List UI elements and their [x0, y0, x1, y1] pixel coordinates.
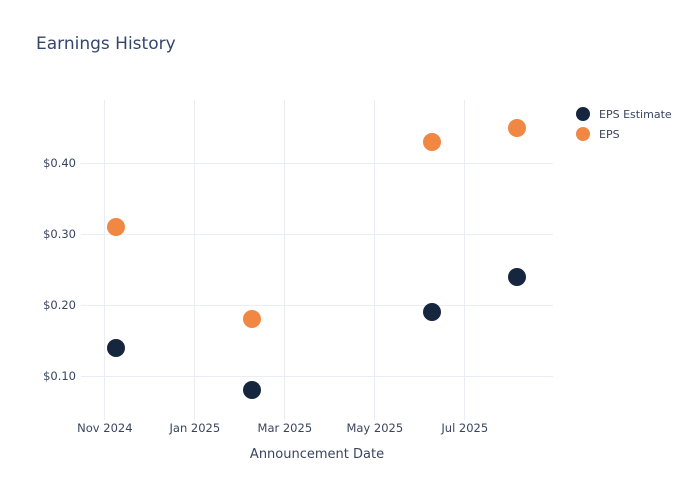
data-point-eps-estimate[interactable] [508, 267, 527, 286]
x-gridline [374, 100, 376, 420]
y-gridline [81, 375, 553, 377]
x-tick-label: Jan 2025 [169, 421, 221, 435]
legend-label: EPS [599, 127, 620, 141]
y-gridline [81, 162, 553, 164]
y-tick-label: $0.10 [43, 369, 76, 383]
legend-item-eps-estimate[interactable]: EPS Estimate [576, 104, 672, 124]
x-gridline [284, 100, 286, 420]
data-point-eps-estimate[interactable] [242, 381, 261, 400]
data-point-eps-estimate[interactable] [423, 303, 442, 322]
plot-area [81, 100, 553, 420]
x-tick-label: May 2025 [346, 421, 404, 435]
data-point-eps[interactable] [243, 310, 262, 329]
x-tick-label: Jul 2025 [441, 421, 489, 435]
chart-title: Earnings History [36, 34, 176, 54]
legend-label: EPS Estimate [599, 107, 672, 121]
eps-swatch-icon [576, 127, 590, 141]
x-axis-title: Announcement Date [249, 447, 385, 462]
legend-item-eps[interactable]: EPS [576, 124, 672, 144]
x-gridline [464, 100, 466, 420]
data-point-eps[interactable] [507, 118, 526, 137]
y-tick-label: $0.40 [43, 156, 76, 171]
data-point-eps-estimate[interactable] [106, 338, 125, 357]
x-tick-label: Mar 2025 [257, 421, 313, 435]
y-gridline [81, 233, 553, 235]
x-gridline [104, 100, 106, 420]
eps-estimate-swatch-icon [576, 107, 590, 121]
y-tick-label: $0.20 [43, 298, 76, 313]
data-point-eps[interactable] [106, 218, 125, 236]
legend: EPS Estimate EPS [576, 104, 672, 144]
y-gridline [81, 304, 553, 306]
data-point-eps[interactable] [422, 132, 441, 151]
x-tick-label: Nov 2024 [77, 421, 133, 435]
x-gridline [194, 100, 196, 420]
y-tick-label: $0.30 [43, 227, 76, 242]
